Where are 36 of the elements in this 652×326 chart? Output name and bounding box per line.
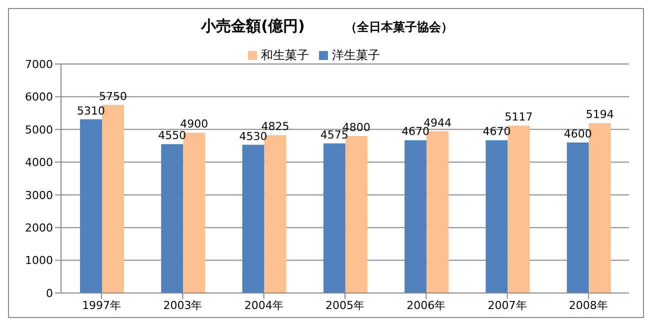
bar bbox=[404, 140, 427, 293]
y-tick-label: 0 bbox=[46, 286, 53, 300]
data-label: 4550 bbox=[158, 129, 186, 142]
y-tick-label: 4000 bbox=[25, 156, 53, 170]
data-label: 5310 bbox=[77, 104, 105, 118]
x-tick-label: 2007年 bbox=[488, 298, 527, 312]
y-tick-label: 6000 bbox=[25, 90, 53, 104]
x-tick-label: 2008年 bbox=[568, 298, 608, 312]
bar bbox=[486, 140, 508, 293]
y-tick-label: 7000 bbox=[25, 58, 53, 71]
data-label: 4600 bbox=[564, 128, 592, 141]
data-label: 5117 bbox=[504, 110, 533, 124]
text: （全日本菓子協会） bbox=[344, 19, 453, 36]
data-label: 4670 bbox=[482, 125, 511, 138]
bar bbox=[323, 143, 346, 293]
bar bbox=[80, 119, 102, 293]
bar bbox=[566, 142, 589, 293]
y-tick-label: 5000 bbox=[25, 123, 53, 136]
y-tick-label: 2000 bbox=[25, 221, 53, 234]
y-tick-label: 1000 bbox=[25, 254, 53, 268]
data-label: 5750 bbox=[99, 90, 127, 103]
data-label: 4900 bbox=[180, 118, 208, 131]
bar bbox=[242, 144, 264, 293]
x-tick-label: 2004年 bbox=[244, 298, 284, 312]
chart-title: 小売金額(億円) bbox=[201, 17, 305, 36]
data-label: 4670 bbox=[402, 125, 430, 138]
data-label: 4530 bbox=[239, 130, 268, 143]
y-tick-label: 3000 bbox=[25, 188, 53, 202]
data-label: 5194 bbox=[586, 108, 614, 122]
legend-label: 和生菓子 bbox=[261, 48, 309, 62]
x-tick-label: 1997年 bbox=[82, 298, 122, 312]
bar bbox=[161, 144, 184, 293]
x-tick-label: 2005年 bbox=[326, 298, 364, 312]
legend-label: 洋生菓子 bbox=[332, 48, 380, 62]
x-tick-label: 2003年 bbox=[163, 298, 202, 312]
x-tick-label: 2006年 bbox=[406, 298, 446, 312]
